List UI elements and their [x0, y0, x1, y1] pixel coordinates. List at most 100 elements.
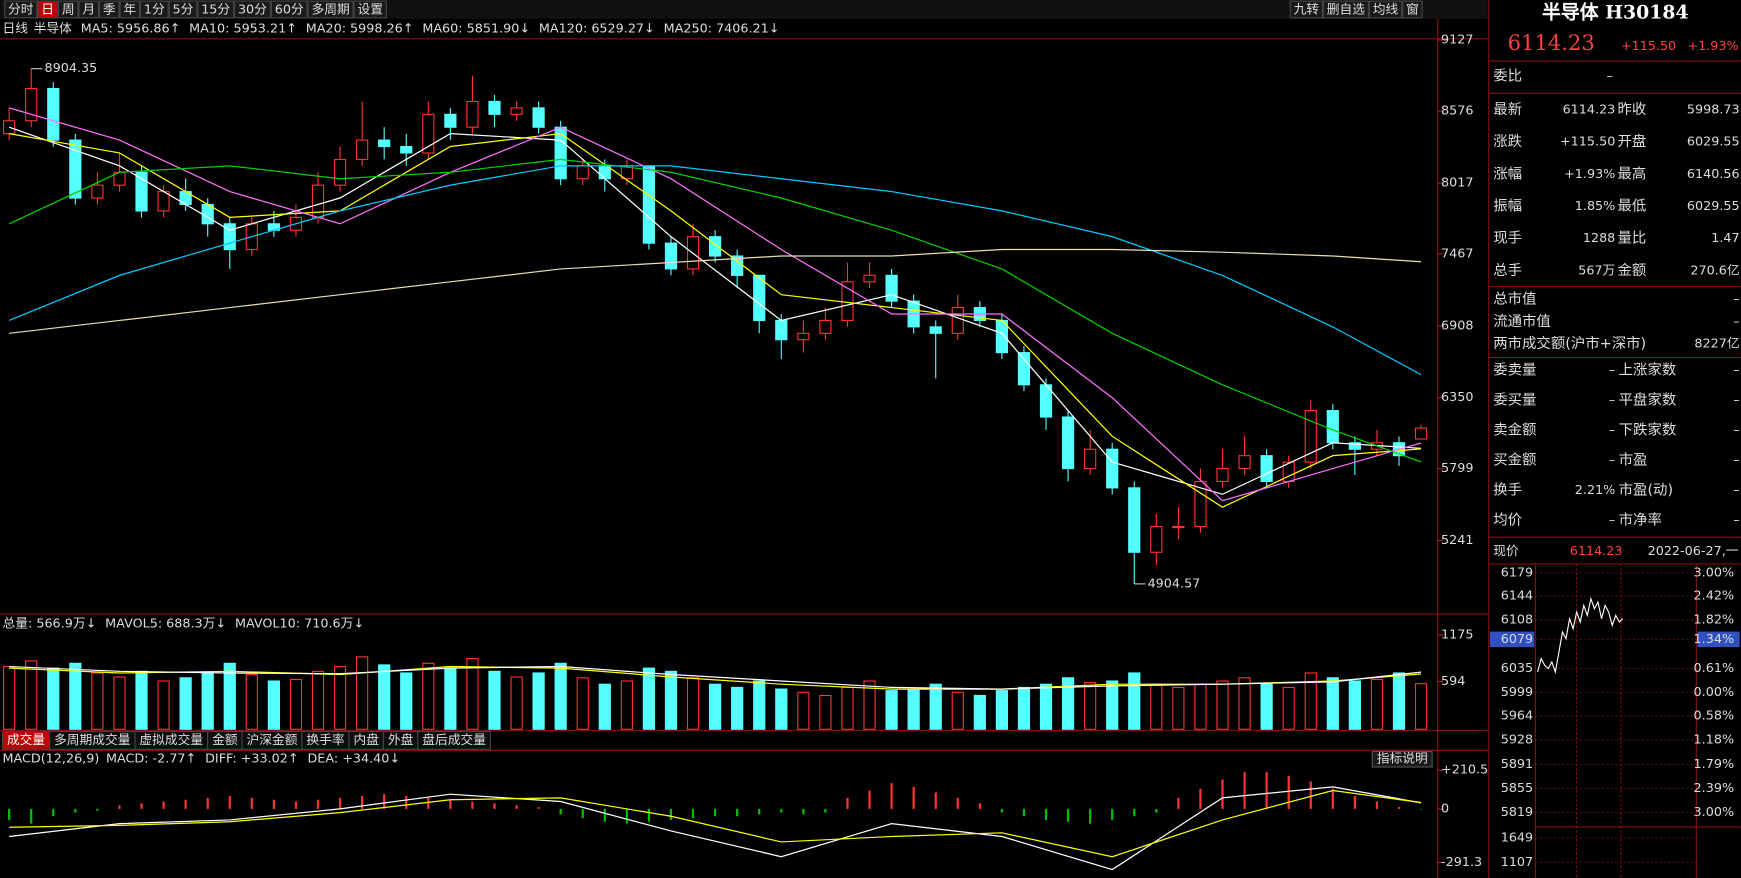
toolbar-button[interactable]: 均线	[1373, 2, 1399, 17]
legend-entry: MA10: 5953.21↑	[189, 21, 297, 36]
legend-entry: MA250: 7406.21↓	[664, 21, 780, 36]
macd-bar	[603, 808, 606, 822]
y-tick-label: 8576	[1441, 103, 1473, 118]
volume-bar	[466, 657, 479, 730]
legend-entry: MA120: 6529.27↓	[539, 21, 655, 36]
quote-value: 6029.55	[1687, 135, 1740, 150]
intraday-line	[1537, 596, 1624, 675]
macd-bar	[1022, 808, 1026, 817]
toolbar-button[interactable]: 九转	[1294, 2, 1320, 17]
tab[interactable]: 内盘	[353, 732, 379, 748]
toolbar-button[interactable]: 30分	[238, 2, 267, 17]
candle-body	[1017, 352, 1031, 386]
candle-body	[1061, 416, 1075, 470]
volume-bar	[1172, 686, 1185, 730]
volume-bar	[1039, 683, 1053, 730]
toolbar-button[interactable]: 15分	[201, 2, 230, 17]
macd-bar	[1066, 808, 1070, 822]
macd-bar	[647, 808, 651, 822]
toolbar-button[interactable]: 季	[103, 2, 116, 17]
grid-label: 市盈(动)	[1619, 482, 1673, 499]
volume-bar	[422, 662, 435, 730]
grid-label: 市盈	[1619, 452, 1648, 469]
grid-label: 卖金额	[1493, 422, 1536, 439]
tab[interactable]: 盘后成交量	[422, 732, 486, 748]
toolbar-button-bg	[37, 0, 58, 19]
toolbar-button[interactable]: 窗	[1406, 2, 1419, 17]
toolbar-button[interactable]: 设置	[357, 2, 383, 17]
intraday-pct-label: 1.82%	[1694, 613, 1735, 628]
toolbar-button-bg	[119, 0, 141, 19]
volume-bar	[708, 683, 722, 730]
tab[interactable]: 多周期成交量	[54, 732, 131, 748]
toolbar-button-bg	[78, 0, 99, 19]
quote-value: 1288	[1583, 231, 1615, 246]
volume-bar	[1150, 683, 1163, 730]
toolbar-button[interactable]: 年	[123, 2, 136, 17]
macd-bar	[559, 808, 562, 815]
quote-value: +115.50	[1560, 135, 1615, 150]
macd-bar	[383, 794, 386, 809]
indicator-help[interactable]: 指标说明	[1377, 752, 1428, 767]
toolbar-button[interactable]: 删自选	[1327, 2, 1365, 17]
tab[interactable]: 沪深金额	[246, 732, 297, 748]
candle-body	[333, 158, 347, 186]
toolbar-button[interactable]: 月	[82, 2, 95, 17]
candle-body	[753, 274, 766, 321]
grid-value: –	[1733, 363, 1739, 378]
grid-value: –	[1609, 393, 1615, 408]
grid-value: –	[1609, 363, 1615, 378]
toolbar-button[interactable]: 1分	[144, 2, 165, 17]
market-value: –	[1733, 292, 1739, 307]
quote-label: 涨幅	[1493, 165, 1522, 182]
grid-label: 换手	[1493, 482, 1522, 499]
volume-bar	[753, 680, 766, 730]
macd-bar	[581, 808, 584, 819]
intraday-label: 现价	[1493, 544, 1519, 559]
tab[interactable]: 虚拟成交量	[139, 732, 203, 748]
candle-body	[488, 100, 501, 115]
grid-label: 均价	[1493, 512, 1522, 529]
quote-label: 现手	[1493, 230, 1522, 247]
grid-value: –	[1733, 423, 1739, 438]
toolbar-button-bg	[1402, 0, 1423, 19]
volume-bar	[1304, 672, 1317, 730]
candle-body	[576, 165, 589, 180]
weibi-label: 委比	[1493, 68, 1522, 85]
toolbar-button[interactable]: 5分	[173, 2, 194, 17]
quote-value: 6114.23	[1563, 102, 1616, 117]
toolbar-button[interactable]: 日	[41, 2, 54, 17]
y-tick-label: 8017	[1441, 175, 1473, 190]
volume-bar	[576, 677, 589, 730]
macd-line	[9, 789, 1422, 858]
ma-line	[8, 158, 1422, 463]
legend-entry: MAVOL5: 688.3万↓	[105, 616, 226, 631]
volume-bar	[1238, 677, 1251, 730]
y-tick-label: 6908	[1441, 318, 1473, 333]
volume-bar	[1370, 678, 1384, 730]
y-tick-label: -291.3	[1441, 855, 1482, 870]
candle-body	[554, 126, 567, 180]
toolbar-button[interactable]: 60分	[275, 2, 304, 17]
quote-value: +1.93%	[1564, 167, 1615, 182]
toolbar-button[interactable]: 多周期	[311, 2, 349, 17]
quote-label: 昨收	[1618, 101, 1647, 118]
toolbar-button-bg	[1368, 0, 1403, 19]
market-label: 两市成交额(沪市+深市)	[1493, 334, 1646, 352]
tab[interactable]: 外盘	[388, 732, 414, 748]
toolbar-button[interactable]: 分时	[8, 2, 34, 17]
macd-bar	[1133, 808, 1136, 817]
candle-body	[929, 326, 942, 334]
intraday-tick-label: 6035	[1501, 661, 1533, 676]
intraday-pct-label: 3.00%	[1694, 565, 1735, 580]
chart-period: 日线	[2, 21, 28, 36]
legend-entry: MA60: 5851.90↓	[422, 21, 530, 36]
volume-bar	[135, 670, 148, 730]
macd-bar	[338, 797, 342, 809]
macd-bar	[118, 805, 121, 809]
toolbar-button[interactable]: 周	[62, 2, 75, 17]
tab[interactable]: 金额	[212, 732, 238, 748]
tab[interactable]: 换手率	[306, 732, 344, 748]
tab[interactable]: 成交量	[7, 732, 45, 748]
